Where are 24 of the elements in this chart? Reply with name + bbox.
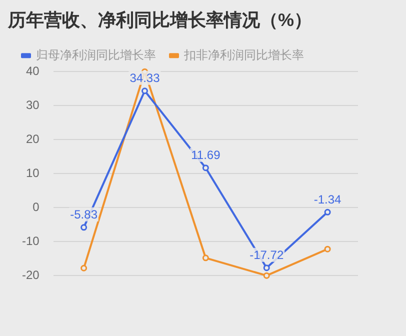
point [263, 272, 270, 279]
y-tick-label: 40 [26, 64, 40, 78]
legend-label: 归母净利润同比增长率 [36, 48, 156, 62]
point [202, 254, 209, 262]
data-label: -5.83 [70, 208, 98, 222]
legend-label: 扣非净利润同比增长率 [183, 48, 304, 62]
data-label: 34.33 [130, 71, 160, 86]
y-tick-label: 30 [26, 98, 40, 112]
data-label: -17.72 [250, 248, 284, 262]
chart-title: 历年营收、净利同比增长率情况（%） [7, 10, 312, 30]
point [263, 264, 270, 272]
data-label: 11.69 [191, 148, 221, 162]
y-tick-label: 0 [32, 200, 40, 214]
point [141, 88, 148, 94]
point [80, 264, 88, 272]
y-tick-label: -10 [22, 234, 40, 248]
point [324, 208, 331, 216]
y-tick-label: 10 [26, 166, 40, 180]
point [202, 164, 209, 172]
point [324, 246, 331, 252]
y-tick-label: 20 [26, 132, 40, 146]
y-tick-label: -20 [22, 268, 40, 282]
point [80, 224, 88, 231]
data-label: -1.34 [314, 192, 342, 206]
